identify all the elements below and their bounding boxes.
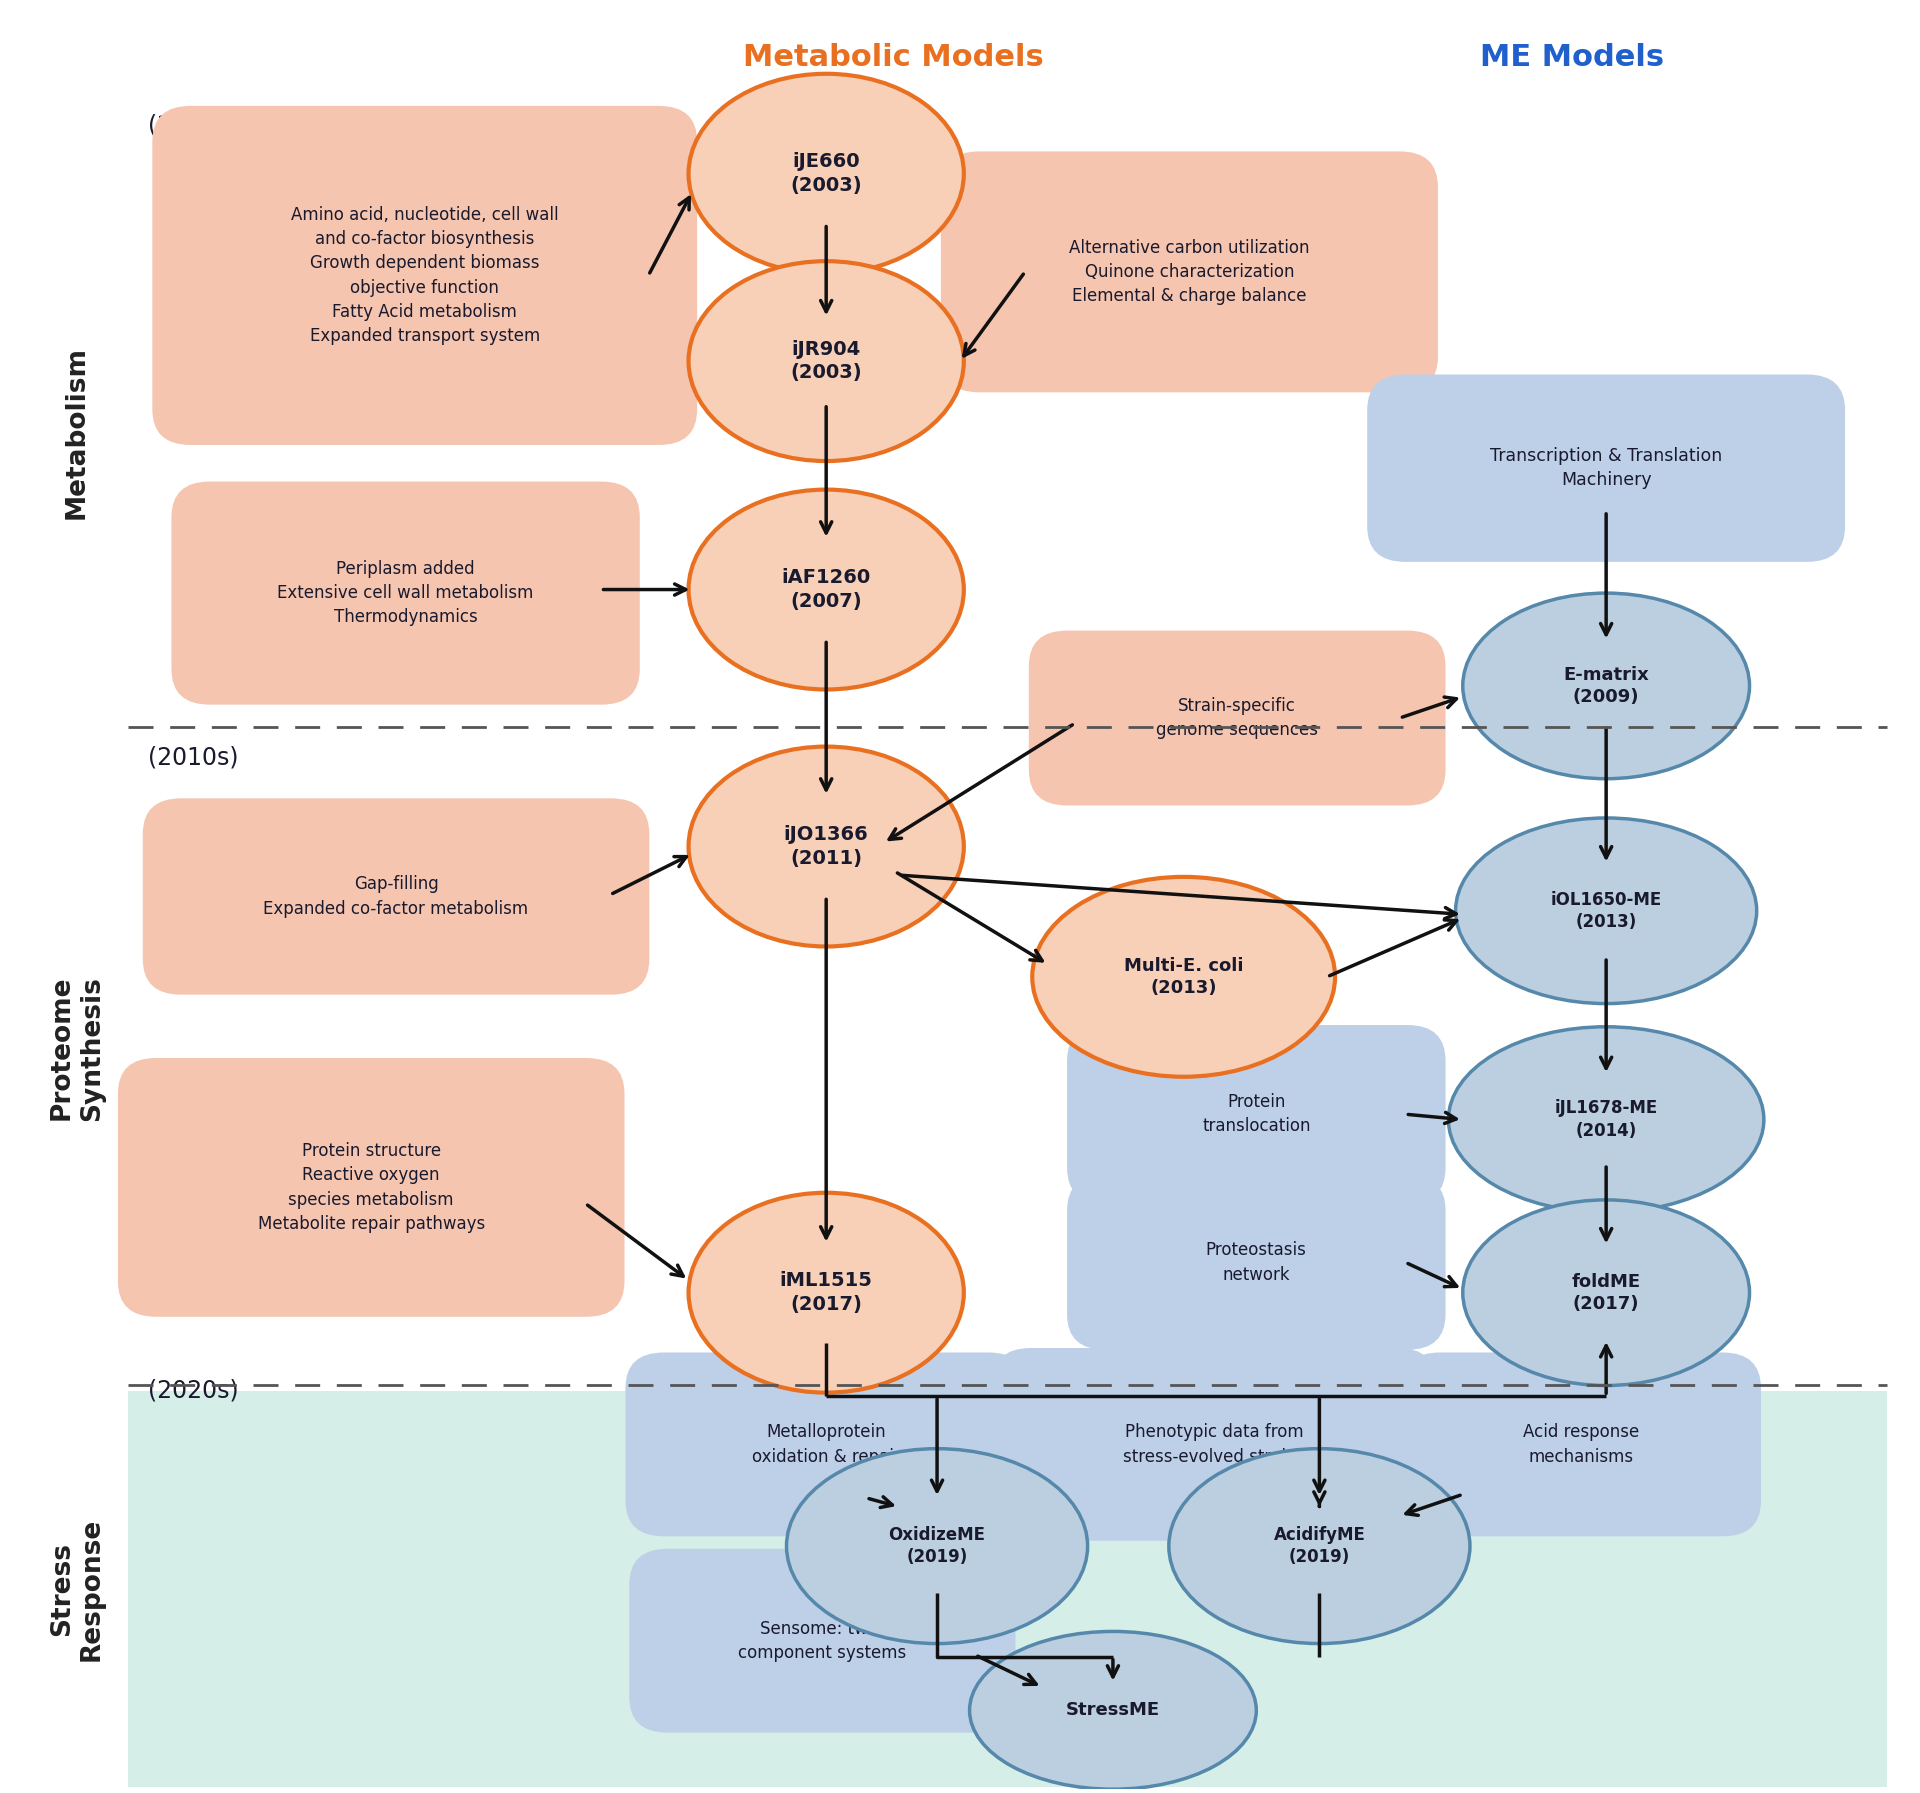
- Text: iJO1366
(2011): iJO1366 (2011): [783, 825, 868, 868]
- Text: (2020s): (2020s): [148, 1379, 238, 1402]
- Ellipse shape: [689, 262, 964, 461]
- FancyBboxPatch shape: [993, 1348, 1436, 1540]
- Ellipse shape: [970, 1632, 1256, 1789]
- Ellipse shape: [689, 746, 964, 947]
- Text: iML1515
(2017): iML1515 (2017): [780, 1271, 872, 1314]
- Ellipse shape: [1169, 1449, 1471, 1644]
- FancyBboxPatch shape: [1068, 1174, 1446, 1350]
- Text: Proteostasis
network: Proteostasis network: [1206, 1241, 1308, 1284]
- Ellipse shape: [787, 1449, 1087, 1644]
- Ellipse shape: [689, 1192, 964, 1393]
- Ellipse shape: [1448, 1027, 1764, 1212]
- Text: E-matrix
(2009): E-matrix (2009): [1563, 665, 1649, 706]
- Text: Transcription & Translation
Machinery: Transcription & Translation Machinery: [1490, 446, 1722, 489]
- FancyBboxPatch shape: [1068, 1026, 1446, 1203]
- Text: Gap-filling
Expanded co-factor metabolism: Gap-filling Expanded co-factor metabolis…: [263, 875, 528, 918]
- Text: ME Models: ME Models: [1480, 43, 1665, 72]
- Text: iJL1678-ME
(2014): iJL1678-ME (2014): [1555, 1099, 1657, 1140]
- Text: Stress
Response: Stress Response: [48, 1517, 106, 1660]
- Text: Proteome
Synthesis: Proteome Synthesis: [48, 975, 106, 1121]
- Text: Phenotypic data from
stress-evolved strains: Phenotypic data from stress-evolved stra…: [1123, 1424, 1306, 1465]
- Text: Sensome: two-
component systems: Sensome: two- component systems: [737, 1619, 906, 1662]
- Text: iJE660
(2003): iJE660 (2003): [791, 152, 862, 195]
- FancyBboxPatch shape: [129, 1391, 1887, 1788]
- Text: Metabolic Models: Metabolic Models: [743, 43, 1043, 72]
- Text: Acid response
mechanisms: Acid response mechanisms: [1523, 1424, 1640, 1465]
- FancyBboxPatch shape: [4, 4, 1916, 1789]
- Ellipse shape: [689, 489, 964, 690]
- Text: foldME
(2017): foldME (2017): [1572, 1273, 1642, 1312]
- FancyBboxPatch shape: [1402, 1352, 1761, 1537]
- Text: Metalloprotein
oxidation & repair: Metalloprotein oxidation & repair: [753, 1424, 900, 1465]
- Text: iJR904
(2003): iJR904 (2003): [791, 341, 862, 382]
- FancyBboxPatch shape: [117, 1058, 624, 1316]
- Text: iAF1260
(2007): iAF1260 (2007): [781, 568, 872, 611]
- Ellipse shape: [1463, 1200, 1749, 1386]
- FancyBboxPatch shape: [626, 1352, 1027, 1537]
- Text: Strain-specific
genome sequences: Strain-specific genome sequences: [1156, 697, 1319, 739]
- Ellipse shape: [1033, 877, 1334, 1078]
- FancyBboxPatch shape: [171, 482, 639, 705]
- Text: AcidifyME
(2019): AcidifyME (2019): [1273, 1526, 1365, 1567]
- Text: iOL1650-ME
(2013): iOL1650-ME (2013): [1551, 891, 1663, 931]
- Text: (2010s): (2010s): [148, 746, 238, 769]
- Text: StressME: StressME: [1066, 1702, 1160, 1719]
- FancyBboxPatch shape: [941, 151, 1438, 393]
- FancyBboxPatch shape: [630, 1549, 1016, 1732]
- Text: (2000s): (2000s): [148, 113, 238, 138]
- FancyBboxPatch shape: [152, 106, 697, 445]
- Ellipse shape: [689, 74, 964, 274]
- Text: Periplasm added
Extensive cell wall metabolism
Thermodynamics: Periplasm added Extensive cell wall meta…: [276, 559, 534, 626]
- Text: Metabolism: Metabolism: [63, 346, 90, 518]
- Text: Amino acid, nucleotide, cell wall
and co-factor biosynthesis
Growth dependent bi: Amino acid, nucleotide, cell wall and co…: [292, 206, 559, 346]
- Text: Protein structure
Reactive oxygen
species metabolism
Metabolite repair pathways: Protein structure Reactive oxygen specie…: [257, 1142, 486, 1234]
- FancyBboxPatch shape: [142, 798, 649, 995]
- Ellipse shape: [1463, 593, 1749, 778]
- Text: Alternative carbon utilization
Quinone characterization
Elemental & charge balan: Alternative carbon utilization Quinone c…: [1069, 238, 1309, 305]
- FancyBboxPatch shape: [1029, 631, 1446, 805]
- Text: OxidizeME
(2019): OxidizeME (2019): [889, 1526, 985, 1567]
- Text: Protein
translocation: Protein translocation: [1202, 1094, 1311, 1135]
- Ellipse shape: [1455, 818, 1757, 1004]
- Text: Multi-E. coli
(2013): Multi-E. coli (2013): [1123, 957, 1244, 997]
- FancyBboxPatch shape: [1367, 375, 1845, 561]
